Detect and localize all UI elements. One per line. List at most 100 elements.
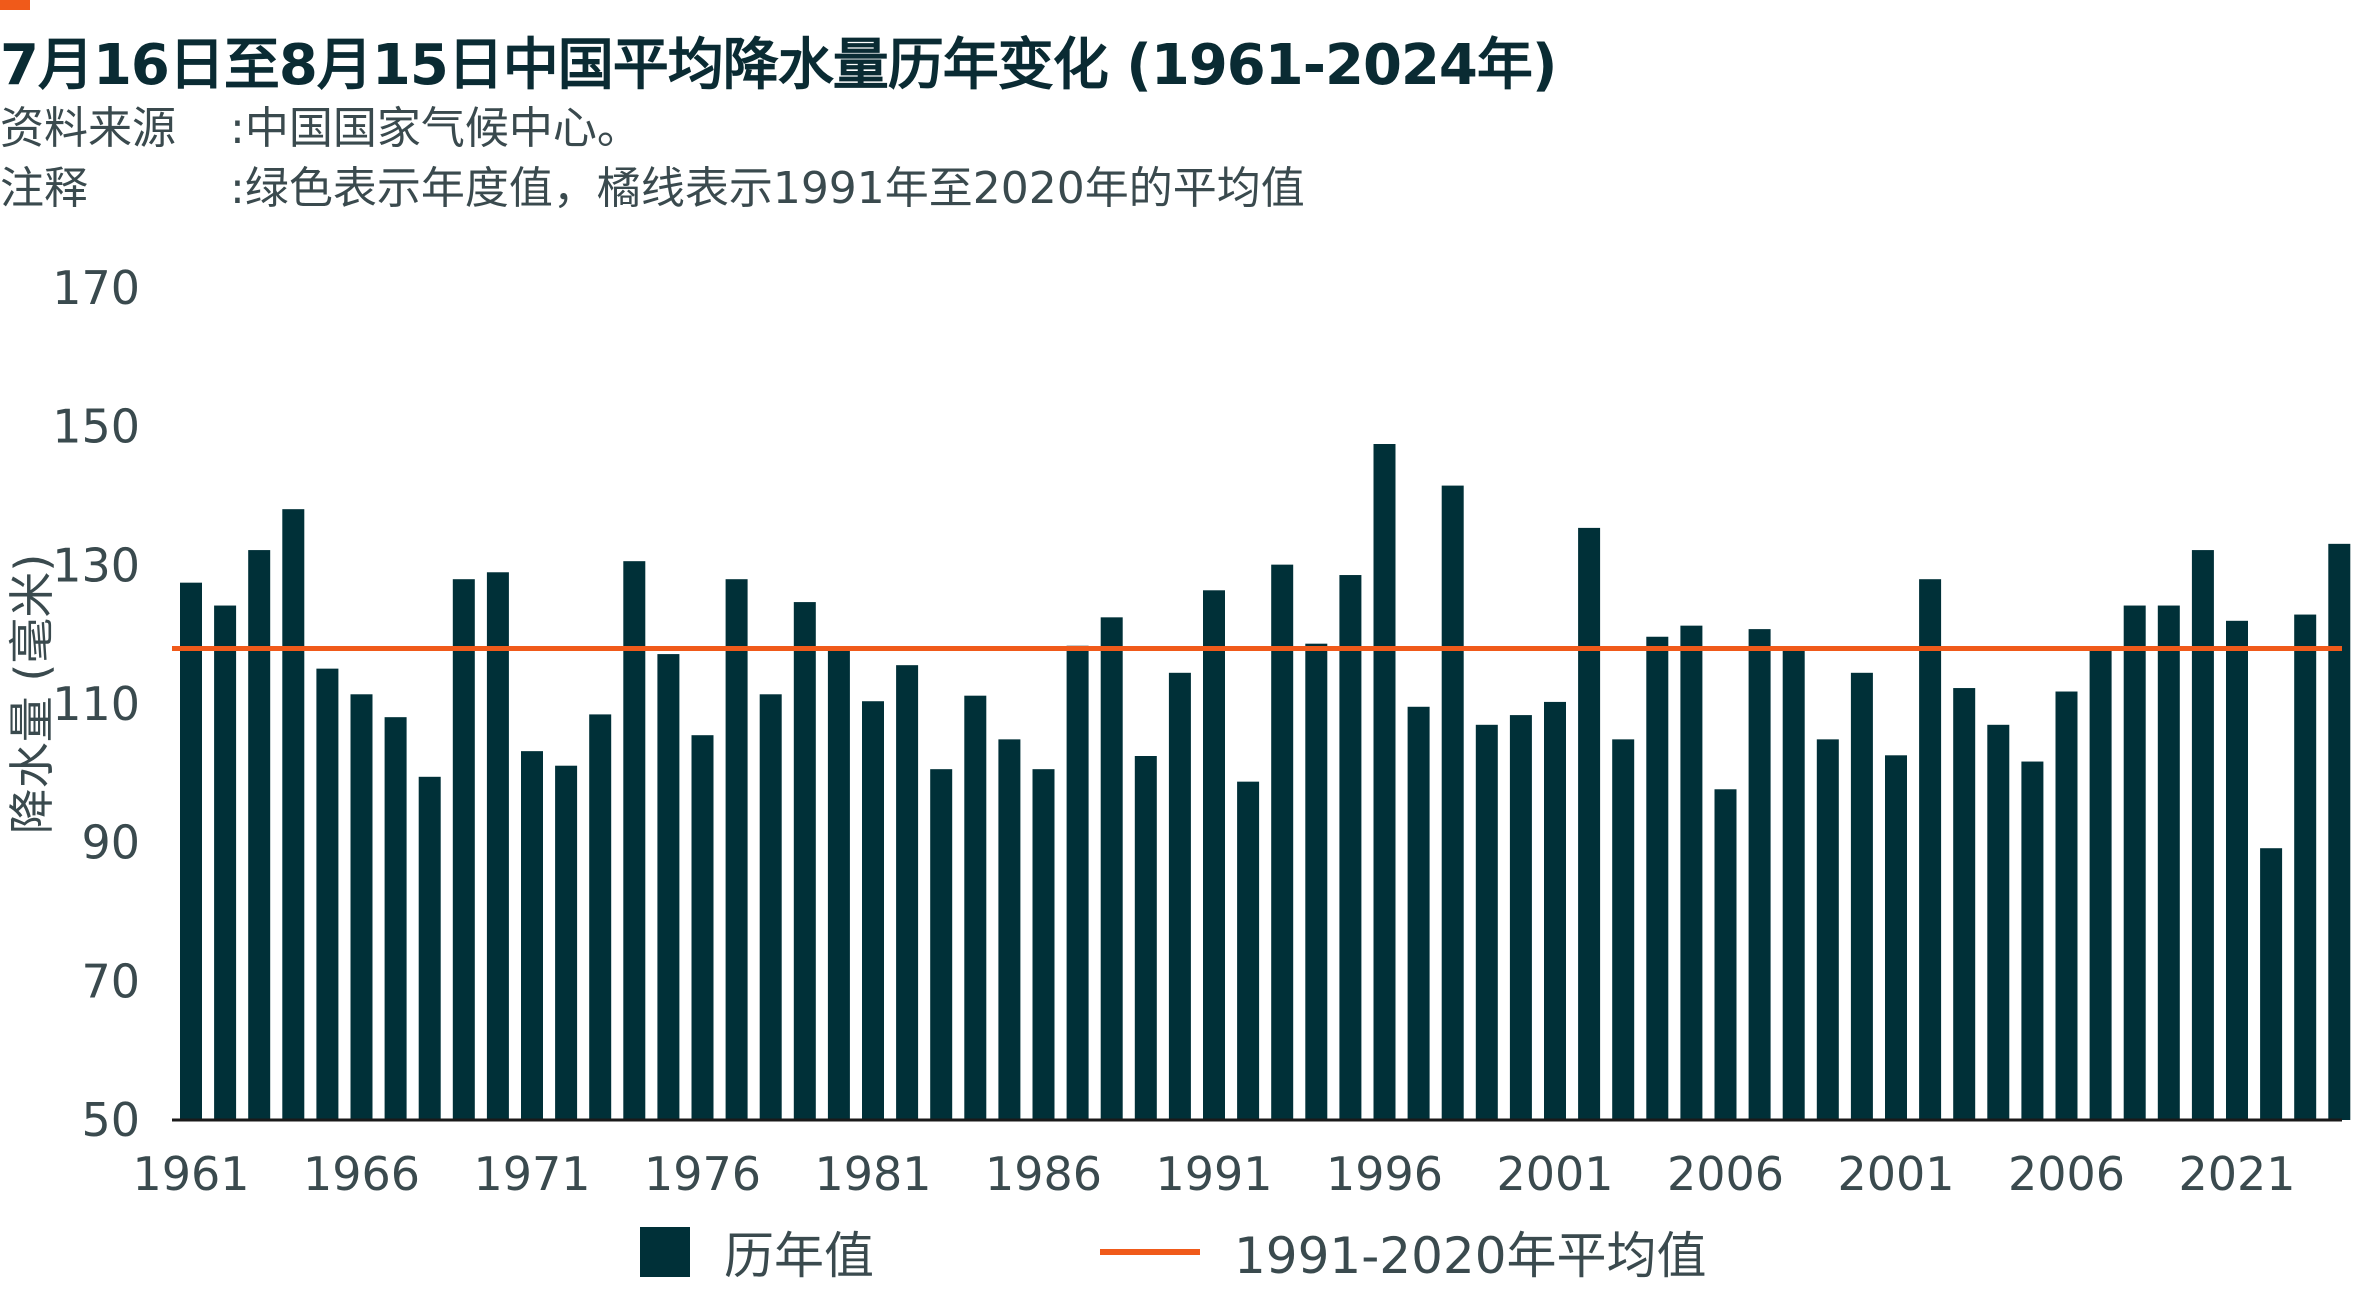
source-label: 资料来源	[0, 103, 176, 154]
bar-2002	[1578, 527, 1601, 1120]
bar-1967	[384, 717, 407, 1120]
bar-1961	[180, 582, 202, 1120]
bar-2003	[1612, 739, 1635, 1120]
bar-2001	[1544, 701, 1566, 1120]
bar-2004	[1646, 636, 1669, 1120]
x-tick-label: 2001	[1837, 1147, 1954, 1201]
legend-item-annual: 历年值	[640, 1222, 874, 1285]
bar-1992	[1237, 781, 1260, 1120]
legend-swatch-average	[1100, 1249, 1200, 1255]
y-tick-label: 130	[52, 538, 140, 592]
bar-1966	[350, 694, 373, 1120]
bar-1963	[248, 550, 271, 1120]
legend-swatch-annual	[640, 1227, 690, 1277]
bar-1994	[1305, 643, 1328, 1120]
bar-1984	[964, 695, 987, 1120]
bar-1993	[1271, 564, 1294, 1120]
bar-2011	[1885, 755, 1907, 1120]
bar-1990	[1168, 672, 1191, 1120]
bar-1985	[998, 739, 1021, 1120]
y-tick-label: 90	[81, 816, 140, 870]
x-tick-label: 1991	[1155, 1147, 1272, 1201]
precipitation-bar-chart: 50 70 90 110 130 150 170 降水量 (毫米) 1961 1966 1971 19…	[5, 261, 2351, 1201]
bar-2023	[2294, 614, 2317, 1120]
y-tick-label: 170	[52, 261, 140, 315]
bar-2018	[2123, 605, 2146, 1120]
bar-1980	[827, 649, 850, 1120]
x-tick-label: 2006	[2008, 1147, 2125, 1201]
y-tick-label: 50	[81, 1093, 140, 1147]
bar-1970	[486, 572, 509, 1120]
bar-1976	[691, 735, 714, 1120]
x-tick-label: 2021	[2178, 1147, 2295, 1201]
source-text: :中国国家气候中心。	[230, 103, 641, 154]
bar-1996	[1373, 444, 1396, 1120]
bar-2024	[2328, 543, 2351, 1120]
bar-1987	[1066, 645, 1089, 1120]
bar-2005	[1680, 625, 1703, 1120]
x-tick-label: 2001	[1496, 1147, 1613, 1201]
bar-2015	[2021, 761, 2044, 1120]
bar-1988	[1100, 617, 1123, 1120]
bar-1979	[793, 602, 816, 1120]
bar-1983	[930, 769, 953, 1120]
bar-1972	[555, 765, 578, 1120]
bar-2013	[1953, 688, 1976, 1120]
bar-1975	[657, 654, 680, 1120]
note-label: 注释	[0, 163, 88, 214]
y-tick-label: 110	[52, 677, 140, 731]
legend-item-average: 1991-2020年平均值	[1100, 1222, 1707, 1285]
bar-2019	[2157, 605, 2180, 1120]
bar-2009	[1816, 739, 1839, 1120]
y-axis-label: 降水量 (毫米)	[5, 554, 59, 835]
bar-2010	[1850, 672, 1873, 1120]
bar-1997	[1407, 706, 1430, 1120]
bar-2006	[1714, 789, 1737, 1120]
y-tick-label: 70	[81, 954, 140, 1008]
x-tick-label: 1976	[644, 1147, 761, 1201]
note-text: :绿色表示年度值，橘线表示1991年至2020年的平均值	[230, 163, 1305, 214]
bar-2022	[2260, 848, 2283, 1120]
x-tick-label: 2006	[1667, 1147, 1784, 1201]
bar-2020	[2191, 550, 2214, 1120]
bar-1971	[521, 751, 543, 1120]
note-line: 注释 :绿色表示年度值，橘线表示1991年至2020年的平均值	[0, 152, 1305, 216]
accent-mark	[0, 0, 30, 10]
x-tick-label: 1971	[473, 1147, 590, 1201]
bar-2016	[2055, 691, 2078, 1120]
source-line: 资料来源 :中国国家气候中心。	[0, 92, 641, 156]
x-tick-label: 1961	[132, 1147, 249, 1201]
bar-1974	[623, 561, 646, 1120]
bar-1977	[725, 579, 748, 1120]
bar-2007	[1748, 629, 1771, 1120]
bar-2017	[2089, 649, 2112, 1120]
x-tick-label: 1986	[985, 1147, 1102, 1201]
bar-1969	[452, 579, 475, 1120]
bar-2014	[1987, 724, 2010, 1120]
x-tick-label: 1981	[814, 1147, 931, 1201]
legend-label-annual: 历年值	[724, 1227, 874, 1285]
bar-1982	[896, 665, 919, 1120]
bar-1986	[1032, 769, 1055, 1120]
bar-2000	[1509, 715, 1532, 1120]
bar-1978	[759, 694, 782, 1120]
bar-1989	[1134, 756, 1157, 1120]
bar-2008	[1782, 649, 1805, 1120]
x-tick-label: 1966	[303, 1147, 420, 1201]
bar-1964	[282, 509, 305, 1120]
bar-1998	[1441, 485, 1464, 1121]
bar-1968	[418, 776, 441, 1120]
bar-1991	[1203, 590, 1225, 1120]
bar-2012	[1919, 579, 1942, 1120]
bar-1962	[214, 605, 237, 1120]
legend-label-average: 1991-2020年平均值	[1234, 1227, 1707, 1285]
x-tick-label: 1996	[1326, 1147, 1443, 1201]
bar-1995	[1339, 575, 1362, 1120]
bar-1999	[1475, 724, 1498, 1120]
bar-1981	[862, 701, 884, 1120]
bar-1965	[316, 668, 339, 1120]
bar-2021	[2226, 620, 2248, 1120]
y-tick-label: 150	[52, 400, 140, 454]
chart-title: 7月16日至8月15日中国平均降水量历年变化 (1961-2024年)	[0, 33, 1557, 98]
bar-1973	[589, 714, 612, 1120]
